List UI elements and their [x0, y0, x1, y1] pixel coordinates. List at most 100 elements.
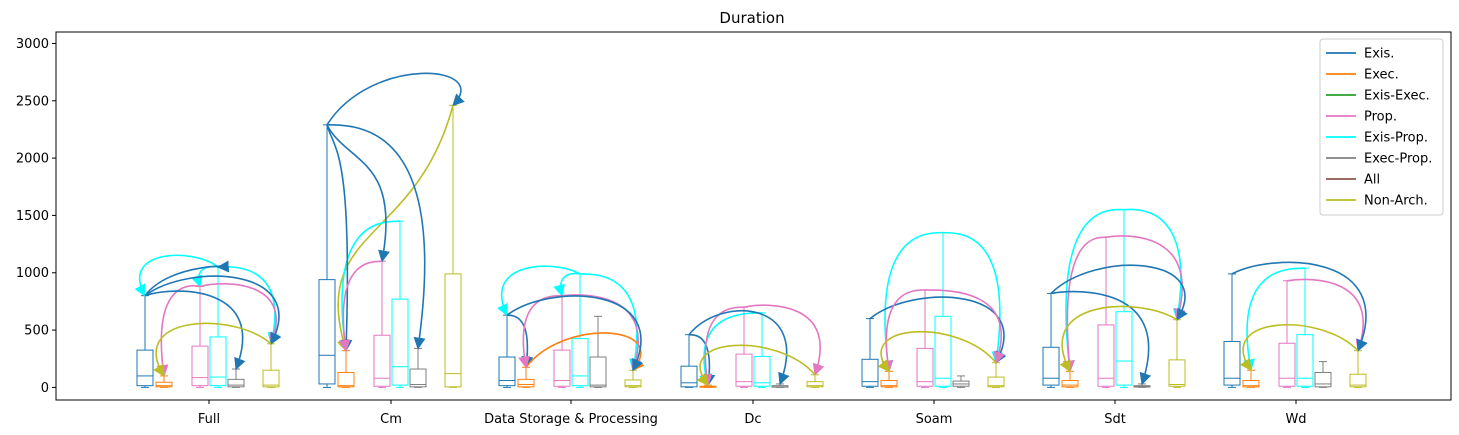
svg-text:Exis.: Exis.	[1364, 47, 1394, 62]
legend: Exis. Exec. Exis-Exec. Prop. Exis-Prop. Exec-…	[1319, 38, 1444, 216]
box-dc-exis-prop	[753, 312, 771, 388]
box-soam-prop	[916, 289, 934, 388]
box-data-storage-and-processing-exis	[498, 314, 516, 388]
arrow-dc-exis-to-exec-prop	[688, 310, 790, 386]
x-tick-label-data-storage-and-processing: Data Storage & Processing	[484, 412, 658, 427]
arrow-full-prop-to-exec	[156, 285, 201, 378]
box-sdt-exec	[1061, 370, 1079, 388]
box-full-exis	[136, 295, 154, 388]
box-dc-prop	[735, 306, 753, 388]
arrow-data-storage-and-processing-exis-to-non-arch	[506, 295, 644, 372]
arrow-full-exis-to-non-arch	[144, 275, 282, 345]
arrow-cm-non-arch-to-exec	[337, 105, 454, 352]
arrow-sdt-non-arch-to-exec	[1059, 305, 1178, 373]
x-tick-label-wd: Wd	[1285, 412, 1306, 427]
y-tick-label: 2000	[16, 152, 49, 167]
arrow-data-storage-and-processing-prop-to-exec	[518, 294, 563, 369]
arrow-cm-exis-prop-to-exec	[338, 220, 401, 352]
box-sdt-prop	[1097, 236, 1115, 388]
box-soam-exis	[861, 318, 879, 388]
legend-item-prop: Prop.	[1326, 110, 1397, 125]
x-tick-label-cm: Cm	[380, 412, 402, 427]
legend-item-exis-exec: Exis-Exec.	[1326, 89, 1430, 104]
x-tick-label-soam: Soam	[916, 412, 953, 427]
arrow-wd-exis-prop-to-exec	[1243, 267, 1306, 372]
arrow-sdt-exis-prop-to-non-arch	[1123, 208, 1185, 321]
legend-frame	[1319, 38, 1444, 216]
box-dc-non-arch	[806, 374, 824, 388]
arrow-dc-prop-to-non-arch	[743, 304, 825, 376]
arrow-data-storage-and-processing-exis-prop-to-prop	[553, 272, 581, 297]
arrow-data-storage-and-processing-exec-to-non-arch	[525, 332, 645, 372]
svg-text:Exec.: Exec.	[1364, 68, 1399, 83]
arrow-full-non-arch-to-exec	[153, 322, 272, 377]
box-cm-exec	[337, 350, 355, 388]
plot-frame	[55, 31, 1452, 401]
y-tick-label: 0	[41, 381, 49, 396]
chart-title: Duration	[719, 9, 784, 27]
box-cm-exis	[318, 124, 336, 388]
box-wd-prop	[1278, 280, 1296, 388]
arrow-data-storage-and-processing-exis-prop-to-exis	[496, 265, 581, 317]
arrow-sdt-prop-to-exec	[1063, 236, 1107, 373]
box-full-exec-prop	[227, 368, 245, 388]
box-sdt-exis	[1042, 292, 1060, 388]
arrow-data-storage-and-processing-exis-to-exec	[506, 314, 534, 369]
box-soam-exec	[880, 370, 898, 388]
box-data-storage-and-processing-exis-prop	[571, 273, 589, 388]
box-full-non-arch	[262, 343, 280, 388]
arrow-full-exis-prop-to-exis	[134, 254, 219, 297]
legend-item-exis-prop: Exis-Prop.	[1326, 131, 1428, 146]
box-sdt-exec-prop	[1133, 383, 1151, 388]
arrow-sdt-prop-to-non-arch	[1105, 235, 1186, 321]
y-tick-label: 3000	[16, 37, 49, 52]
y-tick-label: 1500	[16, 209, 49, 224]
box-sdt-non-arch	[1168, 319, 1186, 388]
box-wd-exec	[1242, 369, 1260, 388]
legend-item-exec-prop: Exec-Prop.	[1326, 152, 1432, 167]
box-cm-exis-prop	[391, 220, 409, 388]
box-dc-exec-prop	[771, 383, 789, 388]
svg-text:Non-Arch.: Non-Arch.	[1364, 194, 1428, 209]
y-tick-label: 500	[24, 324, 49, 339]
box-full-prop	[191, 286, 209, 388]
arrow-dc-non-arch-to-exec	[696, 344, 816, 387]
arrow-sdt-exis-prop-to-exec	[1062, 208, 1125, 373]
box-cm-non-arch	[444, 104, 462, 388]
arrow-soam-exis-to-non-arch	[869, 296, 1007, 364]
arrow-soam-exis-prop-to-exec	[881, 231, 944, 373]
box-soam-exis-prop	[934, 232, 952, 388]
legend-item-exec: Exec.	[1326, 68, 1399, 83]
box-dc-exis	[680, 334, 698, 388]
svg-text:All: All	[1364, 173, 1380, 188]
arrow-soam-prop-to-exec	[881, 289, 926, 373]
arrow-wd-exis-to-non-arch	[1231, 261, 1368, 352]
box-wd-exis	[1223, 273, 1241, 388]
x-tick-label-dc: Dc	[744, 412, 761, 427]
axis-layer: 0 500 1000 1500 2000 2500 3000 Full Cm Data Stora…	[16, 37, 1307, 427]
arrow-full-exis-to-exec-prop	[144, 290, 246, 371]
arrow-soam-prop-to-non-arch	[924, 289, 1006, 364]
arrow-cm-exis-to-non-arch	[326, 72, 465, 126]
arrow-dc-prop-to-exec	[700, 306, 745, 387]
arrow-data-storage-and-processing-exis-prop-to-non-arch	[579, 273, 641, 372]
arrow-layer	[134, 72, 1368, 387]
box-sdt-exis-prop	[1115, 209, 1133, 388]
x-tick-label-sdt: Sdt	[1104, 412, 1126, 427]
arrow-wd-non-arch-to-exec	[1239, 324, 1359, 372]
box-soam-exec-prop	[952, 375, 970, 388]
legend-item-non-arch: Non-Arch.	[1326, 194, 1428, 209]
legend-item-exis: Exis.	[1326, 47, 1394, 62]
box-soam-non-arch	[987, 362, 1005, 388]
arrow-full-prop-to-non-arch	[199, 283, 281, 345]
arrow-full-exis-prop-to-non-arch	[217, 265, 280, 345]
arrow-sdt-exis-to-non-arch	[1050, 264, 1188, 321]
svg-text:Prop.: Prop.	[1364, 110, 1397, 125]
arrow-dc-exis-prop-to-exec	[699, 312, 763, 387]
svg-text:Exec-Prop.: Exec-Prop.	[1364, 152, 1432, 167]
svg-text:Exis-Exec.: Exis-Exec.	[1364, 89, 1430, 104]
axes-frame	[55, 31, 1452, 401]
arrow-full-exis-to-exis-prop	[144, 260, 230, 297]
box-cm-exec-prop	[409, 347, 427, 388]
